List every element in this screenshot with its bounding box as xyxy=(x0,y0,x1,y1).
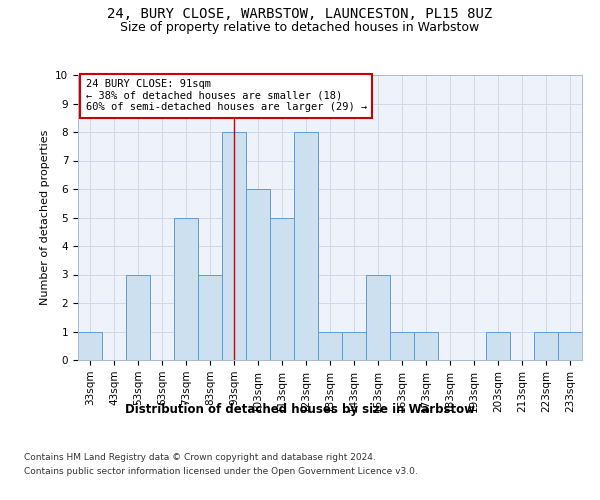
Text: Distribution of detached houses by size in Warbstow: Distribution of detached houses by size … xyxy=(125,402,475,415)
Bar xyxy=(318,332,342,360)
Bar xyxy=(222,132,246,360)
Bar xyxy=(558,332,582,360)
Bar xyxy=(390,332,414,360)
Text: 24, BURY CLOSE, WARBSTOW, LAUNCESTON, PL15 8UZ: 24, BURY CLOSE, WARBSTOW, LAUNCESTON, PL… xyxy=(107,8,493,22)
Bar xyxy=(174,218,198,360)
Bar xyxy=(294,132,318,360)
Text: Contains public sector information licensed under the Open Government Licence v3: Contains public sector information licen… xyxy=(24,468,418,476)
Bar xyxy=(78,332,102,360)
Text: Size of property relative to detached houses in Warbstow: Size of property relative to detached ho… xyxy=(121,21,479,34)
Bar xyxy=(198,274,222,360)
Bar xyxy=(366,274,390,360)
Text: 24 BURY CLOSE: 91sqm
← 38% of detached houses are smaller (18)
60% of semi-detac: 24 BURY CLOSE: 91sqm ← 38% of detached h… xyxy=(86,80,367,112)
Bar xyxy=(270,218,294,360)
Text: Contains HM Land Registry data © Crown copyright and database right 2024.: Contains HM Land Registry data © Crown c… xyxy=(24,452,376,462)
Bar xyxy=(486,332,510,360)
Bar xyxy=(246,189,270,360)
Y-axis label: Number of detached properties: Number of detached properties xyxy=(40,130,50,305)
Bar xyxy=(126,274,150,360)
Bar xyxy=(342,332,366,360)
Bar xyxy=(414,332,438,360)
Bar xyxy=(534,332,558,360)
